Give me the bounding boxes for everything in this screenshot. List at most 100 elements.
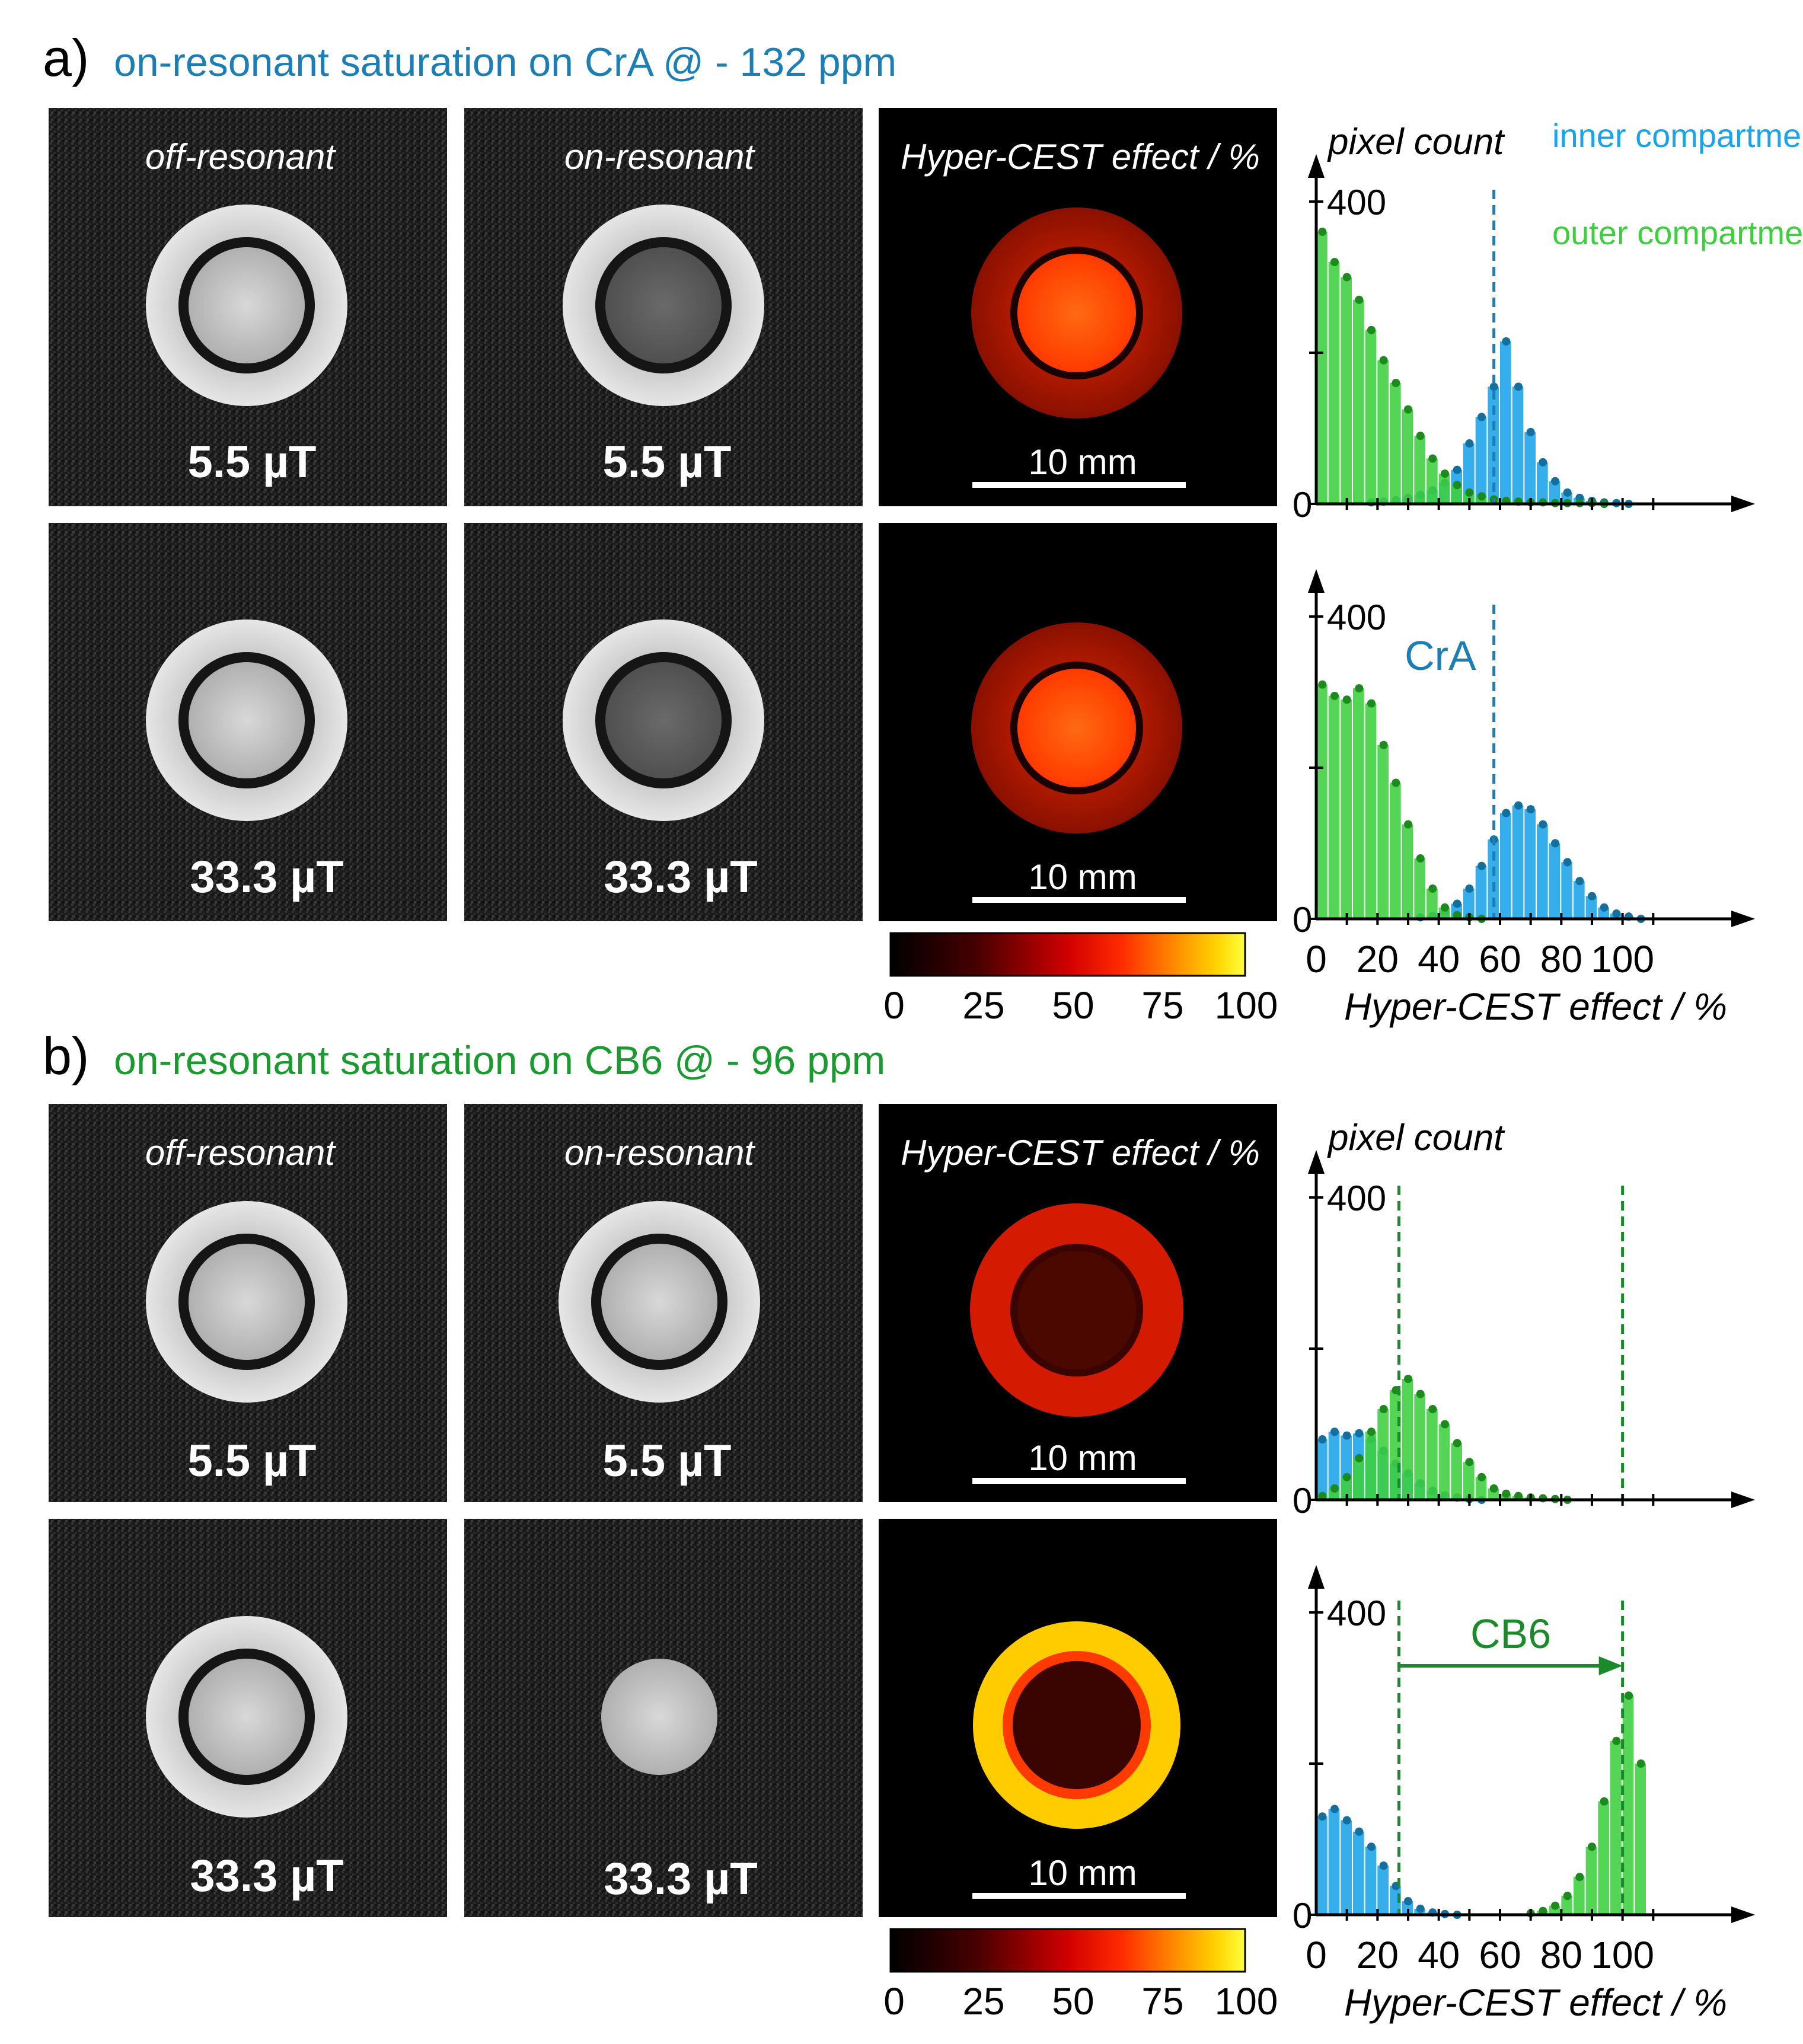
histogram-point [1416, 854, 1425, 863]
histogram-bar [1524, 432, 1536, 504]
histogram-bar [1353, 299, 1364, 504]
histogram-point [1318, 680, 1327, 689]
histogram-point [1612, 1736, 1621, 1745]
cra-label: CrA [1405, 633, 1476, 679]
histogram-point [1575, 1873, 1584, 1882]
y-axis-arrow [1308, 1150, 1325, 1174]
colorbar-tick: 25 [962, 1980, 1004, 2023]
histogram-bar [1574, 881, 1585, 919]
histogram-point [1379, 740, 1388, 749]
colorbar-a: 0 25 50 75 100 [883, 932, 1278, 1027]
colorbar-tick: 100 [1215, 1980, 1278, 2023]
histogram-bar [1549, 481, 1561, 504]
cest-map-b-5: Hyper-CEST effect / % 10 mm [879, 1104, 1277, 1502]
colorbar-tick: 100 [1215, 984, 1278, 1027]
histogram-point [1489, 1484, 1498, 1493]
histogram-point [1355, 1827, 1364, 1836]
y-tick-label: 400 [1327, 1179, 1386, 1218]
histogram-point [1453, 1439, 1461, 1448]
series-inner [1316, 1805, 1461, 1919]
panel-b-letter: b) [43, 1027, 89, 1085]
y-axis-label: pixel count [1327, 122, 1505, 162]
histogram-a_top: 0 400 pixel count [1293, 122, 1755, 525]
colorbar-b: 0 25 50 75 100 [883, 1928, 1278, 2023]
histogram-point [1551, 1901, 1559, 1910]
histogram-bar [1402, 1379, 1413, 1500]
x-tick-label: 0 [1306, 1934, 1327, 1976]
histogram-point [1392, 379, 1400, 387]
histogram-bar [1561, 1896, 1572, 1915]
histogram-point [1526, 427, 1535, 436]
x-tick-label: 40 [1418, 938, 1460, 981]
field-label: 5.5 µT [603, 437, 732, 487]
scale-bar-label: 10 mm [1028, 1438, 1137, 1478]
histogram-bar [1328, 1432, 1340, 1500]
mri-a-on-5: on-resonant 5.5 µT [464, 108, 863, 506]
histogram-bar [1414, 436, 1425, 504]
mri-b-off-5: off-resonant 5.5 µT [49, 1104, 447, 1502]
histogram-bar [1377, 1866, 1389, 1915]
histogram-point [1342, 1431, 1351, 1440]
histogram-point [1416, 432, 1425, 440]
histogram-point [1465, 439, 1474, 448]
y-axis-arrow [1308, 154, 1325, 178]
x-tick-label: 60 [1479, 938, 1521, 981]
histogram-point [1563, 1892, 1572, 1901]
histogram-bar [1316, 1816, 1327, 1915]
x-tick-label: 100 [1591, 938, 1654, 981]
histogram-point [1539, 458, 1547, 467]
histogram-bar [1390, 1886, 1401, 1915]
histogram-bar [1377, 745, 1389, 919]
series-outer [1524, 1691, 1646, 1918]
histogram-point [1428, 1405, 1437, 1413]
histogram-point [1612, 909, 1621, 918]
histogram-point [1453, 899, 1461, 908]
y-tick-label: 0 [1293, 1896, 1312, 1936]
field-label: 5.5 µT [603, 1436, 732, 1486]
histogram-point [1441, 470, 1449, 478]
col-label-off: off-resonant [145, 1133, 337, 1173]
histogram-bar [1524, 809, 1536, 919]
scale-bar-label: 10 mm [1028, 1853, 1137, 1893]
histogram-point [1526, 805, 1535, 814]
col-label-off: off-resonant [145, 137, 337, 177]
histogram-bar [1500, 341, 1511, 504]
histogram-point [1441, 1420, 1449, 1429]
histogram-bar [1328, 262, 1340, 504]
histogram-point [1404, 1897, 1412, 1906]
histogram-point [1318, 1492, 1327, 1500]
histogram-bar [1377, 1409, 1389, 1500]
histogram-bar [1574, 1877, 1585, 1915]
histogram-point [1342, 1473, 1351, 1481]
colorbar-tick: 50 [1052, 1980, 1094, 2023]
panel-a-letter: a) [43, 28, 89, 87]
y-tick-label: 400 [1327, 598, 1386, 637]
x-axis-label: Hyper-CEST effect / % [1344, 985, 1727, 1028]
histogram-point [1575, 877, 1584, 886]
histogram-point [1563, 488, 1572, 497]
histogram-point [1477, 861, 1486, 870]
histogram-point [1404, 405, 1412, 414]
histogram-bar [1414, 858, 1425, 919]
histogram-point [1465, 488, 1474, 497]
histogram-bar [1475, 865, 1487, 919]
histogram-bar [1451, 1443, 1462, 1500]
histogram-point [1379, 1861, 1388, 1870]
histogram-bar [1549, 843, 1561, 919]
mri-a-on-33: 33.3 µT [464, 523, 863, 921]
histogram-bar [1537, 462, 1548, 504]
mri-a-off-5: off-resonant 5.5 µT [49, 108, 447, 506]
col-label-on: on-resonant [564, 137, 756, 177]
histogram-point [1355, 684, 1364, 693]
histogram-bar [1390, 383, 1401, 504]
histogram-point [1355, 1429, 1364, 1438]
scale-bar-label: 10 mm [1028, 857, 1137, 897]
y-tick-label: 0 [1293, 485, 1312, 525]
colorbar-tick: 0 [883, 984, 905, 1027]
histogram-point [1367, 1427, 1376, 1436]
x-tick-label: 100 [1591, 1934, 1654, 1976]
histogram-bar [1500, 813, 1511, 919]
col-label-on: on-resonant [564, 1133, 756, 1173]
field-label: 33.3 µT [190, 1851, 343, 1901]
